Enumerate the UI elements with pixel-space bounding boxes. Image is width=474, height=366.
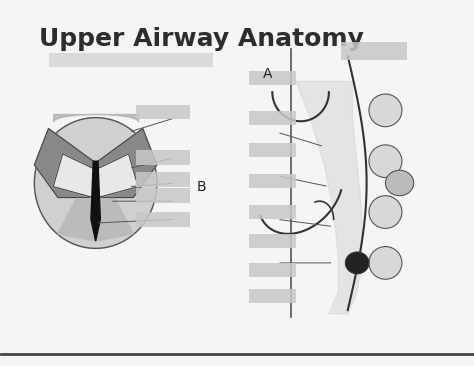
FancyBboxPatch shape — [249, 234, 296, 248]
FancyBboxPatch shape — [136, 172, 190, 187]
Polygon shape — [98, 128, 157, 198]
FancyBboxPatch shape — [136, 105, 190, 119]
Ellipse shape — [369, 196, 402, 228]
Ellipse shape — [369, 247, 402, 279]
Ellipse shape — [346, 252, 369, 274]
Polygon shape — [91, 161, 100, 241]
FancyBboxPatch shape — [249, 143, 296, 157]
FancyBboxPatch shape — [341, 42, 407, 60]
Polygon shape — [98, 154, 138, 198]
FancyBboxPatch shape — [249, 289, 296, 303]
FancyBboxPatch shape — [249, 263, 296, 277]
Text: Upper Airway Anatomy: Upper Airway Anatomy — [39, 27, 364, 51]
Text: B: B — [197, 180, 207, 194]
Polygon shape — [53, 154, 93, 198]
Polygon shape — [58, 198, 133, 241]
FancyBboxPatch shape — [249, 174, 296, 188]
Polygon shape — [296, 81, 362, 314]
Ellipse shape — [369, 145, 402, 178]
FancyBboxPatch shape — [249, 205, 296, 219]
FancyBboxPatch shape — [136, 212, 190, 227]
Text: A: A — [263, 67, 273, 81]
Polygon shape — [35, 128, 93, 198]
FancyBboxPatch shape — [48, 53, 213, 67]
Polygon shape — [35, 117, 157, 249]
FancyBboxPatch shape — [249, 71, 296, 85]
Ellipse shape — [385, 170, 414, 196]
FancyBboxPatch shape — [136, 150, 190, 165]
FancyBboxPatch shape — [249, 111, 296, 124]
Ellipse shape — [369, 94, 402, 127]
FancyBboxPatch shape — [136, 188, 190, 203]
